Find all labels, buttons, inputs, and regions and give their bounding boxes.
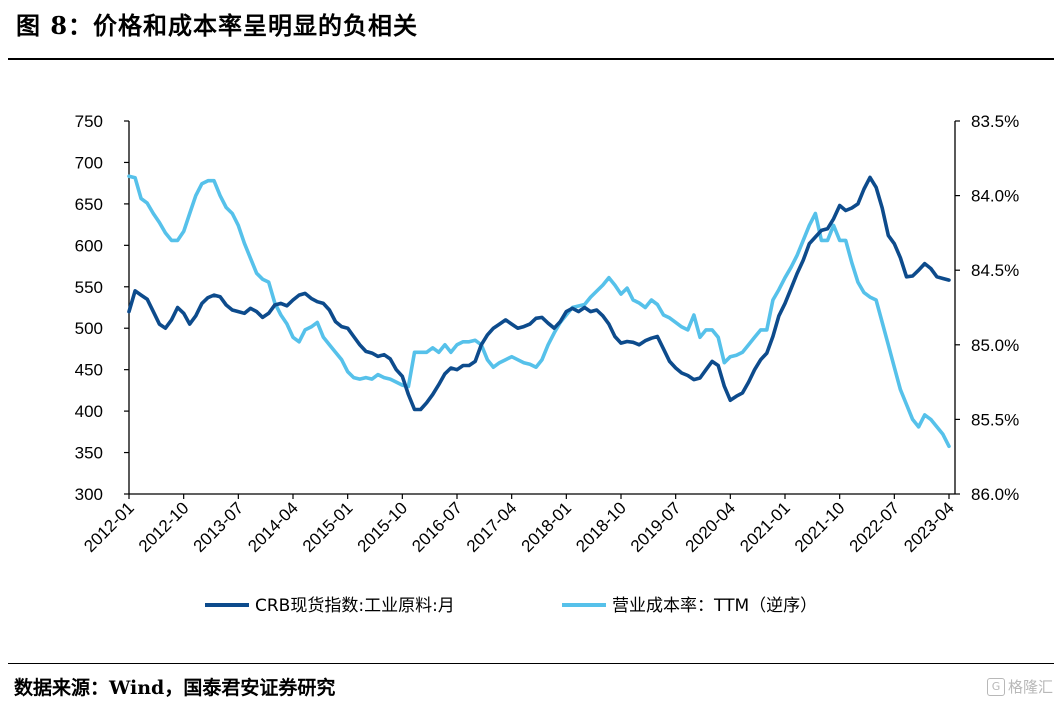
x-tick-label: 2014-04 — [244, 498, 302, 556]
chart-axes: 750 700 650 600 550 500 450 400 350 300 83.5% 84.0%… — [75, 112, 1020, 556]
bottom-rule — [8, 663, 1054, 664]
top-rule — [8, 58, 1054, 60]
x-tick-label: 2018-10 — [572, 498, 630, 556]
x-tick-label: 2012-01 — [80, 498, 138, 556]
source-note: 数据来源：Wind，国泰君安证券研究 — [14, 677, 336, 699]
watermark-logo-icon: G — [986, 677, 1005, 696]
y-left-tick-label: 700 — [75, 153, 103, 172]
legend-label-1: 营业成本率：TTM（逆序） — [612, 596, 817, 616]
x-tick-label: 2018-01 — [518, 498, 576, 556]
watermark-text: 格隆汇 — [1007, 678, 1053, 696]
y-left-tick-label: 600 — [75, 236, 103, 255]
x-tick-label: 2013-07 — [190, 498, 248, 556]
x-tick-label: 2020-04 — [682, 498, 740, 556]
x-tick-label: 2015-10 — [354, 498, 412, 556]
x-tick-label: 2021-01 — [736, 498, 794, 556]
y-left-tick-label: 300 — [75, 485, 103, 504]
y-left-tick-label: 650 — [75, 195, 103, 214]
chart-title: 图 8：价格和成本率呈明显的负相关 — [16, 11, 419, 40]
y-right-tick-label: 85.5% — [971, 410, 1019, 429]
y-left-tick-label: 400 — [75, 402, 103, 421]
y-right-tick-label: 84.0% — [971, 187, 1019, 206]
watermark: G 格隆汇 — [986, 676, 1053, 697]
series-line-0 — [127, 175, 951, 412]
x-tick-label: 2017-04 — [463, 498, 521, 556]
y-right-tick-label: 83.5% — [971, 112, 1019, 131]
y-left-tick-label: 550 — [75, 278, 103, 297]
x-tick-label: 2023-04 — [900, 498, 958, 556]
x-tick-label: 2016-07 — [408, 498, 466, 556]
y-right-tick-label: 85.0% — [971, 336, 1019, 355]
y-right-tick-label: 86.0% — [971, 485, 1019, 504]
chart-legend: CRB现货指数:工业原料:月 营业成本率：TTM（逆序） — [205, 596, 817, 616]
y-left-tick-label: 500 — [75, 319, 103, 338]
x-tick-label: 2015-01 — [299, 498, 357, 556]
x-tick-label: 2019-07 — [627, 498, 685, 556]
chart-series — [127, 174, 951, 449]
x-tick-label: 2022-07 — [846, 498, 904, 556]
series-line-1 — [127, 174, 951, 449]
y-left-tick-label: 750 — [75, 112, 103, 131]
legend-label-0: CRB现货指数:工业原料:月 — [255, 596, 455, 616]
y-left-tick-label: 450 — [75, 361, 103, 380]
y-right-tick-label: 84.5% — [971, 261, 1019, 280]
x-tick-label: 2012-10 — [135, 498, 193, 556]
x-tick-label: 2021-10 — [791, 498, 849, 556]
chart-svg: 750 700 650 600 550 500 450 400 350 300 83.5% 84.0%… — [75, 112, 1020, 616]
y-left-tick-label: 350 — [75, 444, 103, 463]
